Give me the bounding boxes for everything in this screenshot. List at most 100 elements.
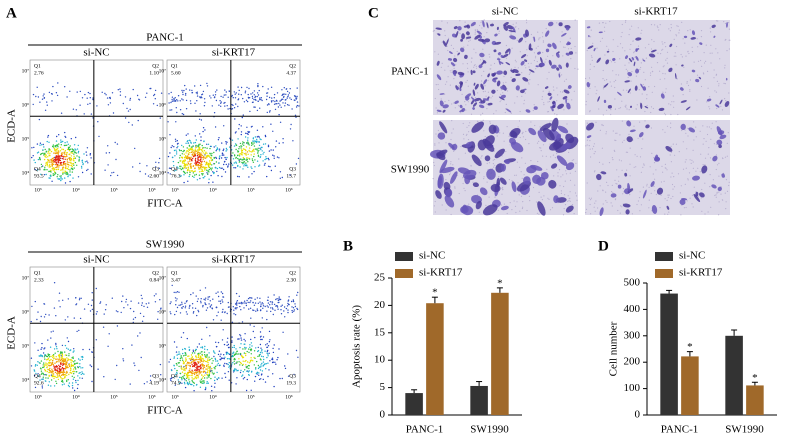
event-dot	[259, 99, 261, 101]
quadrant-percent: 19.3	[286, 380, 296, 386]
pore	[522, 131, 524, 133]
event-dot	[256, 92, 259, 94]
event-dot	[176, 372, 178, 374]
event-dot	[254, 106, 256, 108]
quadrant-percent: 0.84	[149, 277, 159, 283]
pore	[587, 93, 589, 95]
event-dot	[139, 170, 141, 173]
pore	[435, 84, 437, 86]
event-dot	[176, 99, 178, 101]
cell	[625, 55, 628, 59]
event-dot	[203, 105, 206, 107]
pore	[499, 101, 501, 103]
legend-label: si-NC	[679, 250, 705, 262]
pore	[520, 171, 522, 173]
event-dot	[187, 166, 189, 168]
x-tick-label: 10³	[171, 394, 179, 400]
pore	[539, 126, 541, 128]
cell	[550, 106, 553, 109]
pore	[699, 171, 701, 173]
event-dot	[79, 317, 82, 320]
event-dot	[194, 371, 197, 373]
pore	[672, 188, 674, 190]
pore	[567, 48, 570, 50]
event-dot	[276, 156, 279, 158]
quadrant-name: Q2	[152, 63, 159, 69]
pore	[709, 52, 711, 54]
pore	[605, 131, 608, 133]
pore	[710, 62, 712, 64]
event-dot	[91, 308, 94, 311]
pore	[511, 209, 513, 211]
pore	[610, 113, 612, 116]
event-dot	[175, 373, 177, 375]
event-dot	[71, 171, 74, 173]
bar	[660, 293, 678, 415]
pore	[469, 122, 471, 124]
pore	[517, 126, 519, 128]
event-dot	[45, 362, 47, 364]
event-dot	[202, 358, 204, 360]
event-dot	[186, 313, 188, 315]
condition-label: si-KRT17	[212, 47, 256, 59]
event-dot	[76, 164, 78, 166]
cell	[482, 60, 487, 64]
pore	[662, 48, 664, 50]
pore	[538, 191, 540, 193]
event-dot	[208, 160, 211, 162]
event-dot	[176, 346, 178, 348]
event-dot	[268, 96, 271, 99]
event-dot	[79, 104, 81, 106]
pore	[503, 140, 505, 142]
pore	[653, 40, 655, 43]
event-dot	[194, 352, 196, 354]
event-dot	[36, 86, 38, 89]
event-dot	[246, 151, 249, 153]
event-dot	[244, 340, 246, 342]
pore	[549, 121, 551, 123]
pore	[588, 197, 590, 199]
event-dot	[71, 165, 73, 168]
pore	[646, 185, 648, 187]
event-dot	[202, 147, 204, 149]
event-dot	[52, 370, 54, 372]
event-dot	[176, 369, 178, 372]
pore	[657, 26, 659, 29]
event-dot	[56, 374, 58, 376]
event-dot	[220, 358, 222, 361]
event-dot	[176, 354, 178, 356]
event-dot	[208, 376, 210, 378]
event-dot	[207, 358, 209, 360]
event-dot	[77, 176, 80, 178]
pore	[522, 136, 525, 138]
event-dot	[272, 154, 274, 156]
pore	[634, 154, 636, 156]
event-dot	[222, 296, 225, 298]
event-dot	[180, 307, 183, 309]
pore	[712, 179, 715, 181]
event-dot	[169, 109, 171, 111]
pore	[475, 67, 478, 69]
y-tick-label: 100	[624, 382, 641, 394]
event-dot	[67, 316, 69, 318]
pore	[441, 204, 443, 206]
event-dot	[245, 146, 248, 148]
cell	[437, 173, 444, 189]
legend-swatch	[395, 269, 413, 278]
pore	[599, 40, 602, 42]
event-dot	[185, 163, 187, 165]
pore	[474, 30, 476, 32]
event-dot	[63, 383, 65, 385]
cell	[548, 59, 552, 66]
event-dot	[214, 357, 216, 360]
event-dot	[63, 177, 66, 179]
event-dot	[182, 93, 184, 96]
pore	[559, 41, 562, 43]
event-dot	[290, 300, 293, 303]
cell	[691, 69, 696, 73]
event-dot	[275, 103, 277, 105]
pore	[664, 198, 666, 200]
pore	[635, 75, 638, 77]
cell	[437, 132, 446, 140]
event-dot	[292, 307, 295, 309]
